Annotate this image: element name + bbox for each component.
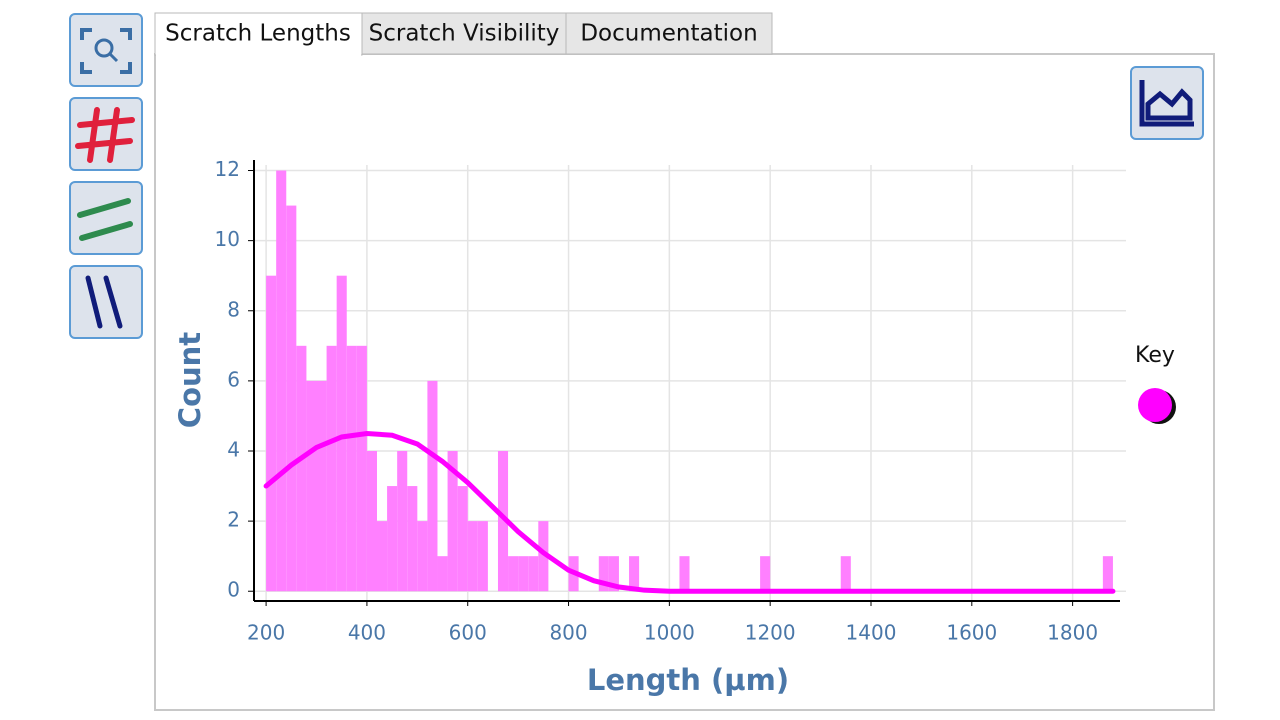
bar — [538, 521, 549, 592]
bar — [376, 521, 388, 592]
y-tick-label: 12 — [215, 157, 240, 181]
plot: 0 2 4 6 8 10 12 200 400 600 800 1000 1200 1400 1600 180… — [215, 157, 1176, 645]
bar — [286, 205, 297, 592]
bar — [528, 556, 539, 592]
fit-curve — [263, 430, 1116, 594]
bar — [296, 345, 307, 592]
bar — [427, 380, 438, 592]
y-tick-label: 4 — [227, 437, 240, 461]
parallel-button[interactable] — [69, 181, 143, 255]
tab-label: Scratch Lengths — [165, 21, 351, 47]
x-tick-label: 1200 — [745, 621, 796, 645]
bar — [477, 521, 488, 592]
grid-button[interactable] — [69, 97, 143, 171]
y-tick-label: 6 — [227, 367, 240, 391]
x-tick-label: 800 — [549, 621, 587, 645]
legend-title: Key — [1135, 343, 1175, 368]
tab-active[interactable] — [154, 12, 363, 56]
x-tick-label: 600 — [449, 621, 487, 645]
bar — [760, 556, 771, 592]
zoom-button[interactable] — [69, 13, 143, 87]
bar — [326, 345, 337, 592]
bar — [306, 380, 317, 592]
bar — [356, 345, 367, 592]
x-tick-label: 400 — [348, 621, 386, 645]
y-axis-title: Count — [173, 332, 207, 428]
bar — [840, 556, 851, 592]
bar — [407, 486, 418, 592]
bar — [598, 556, 609, 592]
x-tick-label: 1000 — [644, 621, 695, 645]
tab[interactable] — [565, 12, 773, 55]
bar — [346, 345, 357, 592]
bar — [1102, 556, 1113, 592]
bar — [387, 486, 398, 592]
bar — [608, 556, 619, 592]
chart-type-button[interactable] — [1130, 66, 1204, 140]
tab-bar: Scratch Lengths Scratch Visibility Docum… — [154, 12, 773, 56]
bar — [447, 450, 458, 592]
bar — [457, 486, 468, 592]
y-tick-label: 0 — [227, 578, 240, 602]
bar — [336, 275, 347, 592]
y-tick-label: 10 — [215, 227, 240, 251]
bar — [437, 556, 448, 592]
bar — [518, 556, 529, 592]
x-tick-label: 1400 — [846, 621, 897, 645]
bar — [397, 450, 408, 592]
bar — [366, 450, 377, 592]
bar — [497, 450, 509, 592]
legend-swatch — [1138, 388, 1172, 422]
tab-label: Scratch Visibility — [369, 21, 560, 47]
y-tick-label: 2 — [227, 508, 240, 532]
bar — [679, 556, 690, 592]
x-tick-label: 1800 — [1047, 621, 1098, 645]
bar — [316, 380, 327, 592]
toolbar — [69, 13, 143, 339]
bar — [629, 556, 640, 592]
tab[interactable] — [361, 12, 567, 55]
x-tick-label: 1600 — [946, 621, 997, 645]
x-tick-label: 200 — [247, 621, 285, 645]
y-tick-label: 8 — [227, 297, 240, 321]
bar — [276, 170, 287, 592]
bar — [417, 521, 428, 592]
bar — [508, 556, 519, 592]
vertical-lines-button[interactable] — [69, 265, 143, 339]
x-axis-title: Length (µm) — [587, 663, 789, 697]
bar — [266, 275, 277, 592]
tab-label: Documentation — [580, 21, 757, 47]
bar — [467, 521, 478, 592]
